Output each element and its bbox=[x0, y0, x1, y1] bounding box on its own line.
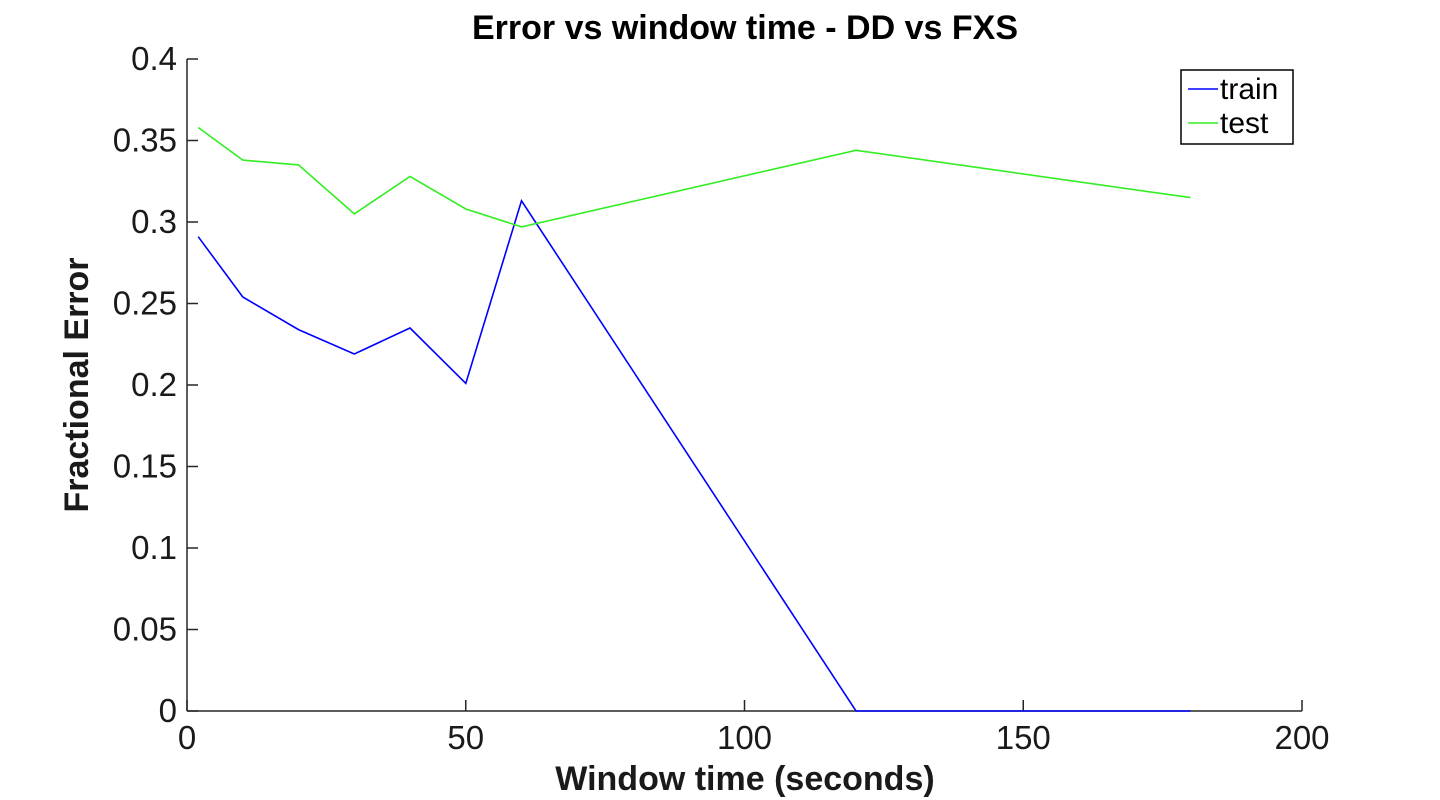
y-tick-label: 0 bbox=[159, 692, 177, 729]
y-tick-label: 0.35 bbox=[113, 122, 177, 159]
x-tick-label: 100 bbox=[717, 719, 772, 756]
chart-title: Error vs window time - DD vs FXS bbox=[472, 9, 1018, 47]
y-tick-label: 0.3 bbox=[131, 203, 177, 240]
legend-box bbox=[1180, 69, 1294, 145]
x-axis-label: Window time (seconds) bbox=[555, 760, 934, 798]
y-tick-label: 0.15 bbox=[113, 448, 177, 485]
y-axis-label: Fractional Error bbox=[58, 257, 96, 512]
series-line-train bbox=[197, 198, 1191, 712]
x-tick-label: 150 bbox=[996, 719, 1051, 756]
legend-label-train: train bbox=[1220, 73, 1278, 106]
y-tick-label: 0.2 bbox=[131, 366, 177, 403]
axes: 0 50 100 150 200 0 0.05 0.1 0.15 0.2 0.25 0.3 0.35 0.… bbox=[113, 40, 1330, 756]
y-tick-label: 0.05 bbox=[113, 611, 177, 648]
series-line-test bbox=[197, 126, 1191, 228]
y-tick-label: 0.4 bbox=[131, 40, 177, 77]
x-tick-label: 0 bbox=[178, 719, 196, 756]
y-tick-label: 0.1 bbox=[131, 529, 177, 566]
y-tick-label: 0.25 bbox=[113, 285, 177, 322]
series-layer bbox=[197, 126, 1191, 712]
legend-label-test: test bbox=[1220, 107, 1269, 140]
x-tick-label: 200 bbox=[1274, 719, 1329, 756]
x-tick-label: 50 bbox=[447, 719, 484, 756]
